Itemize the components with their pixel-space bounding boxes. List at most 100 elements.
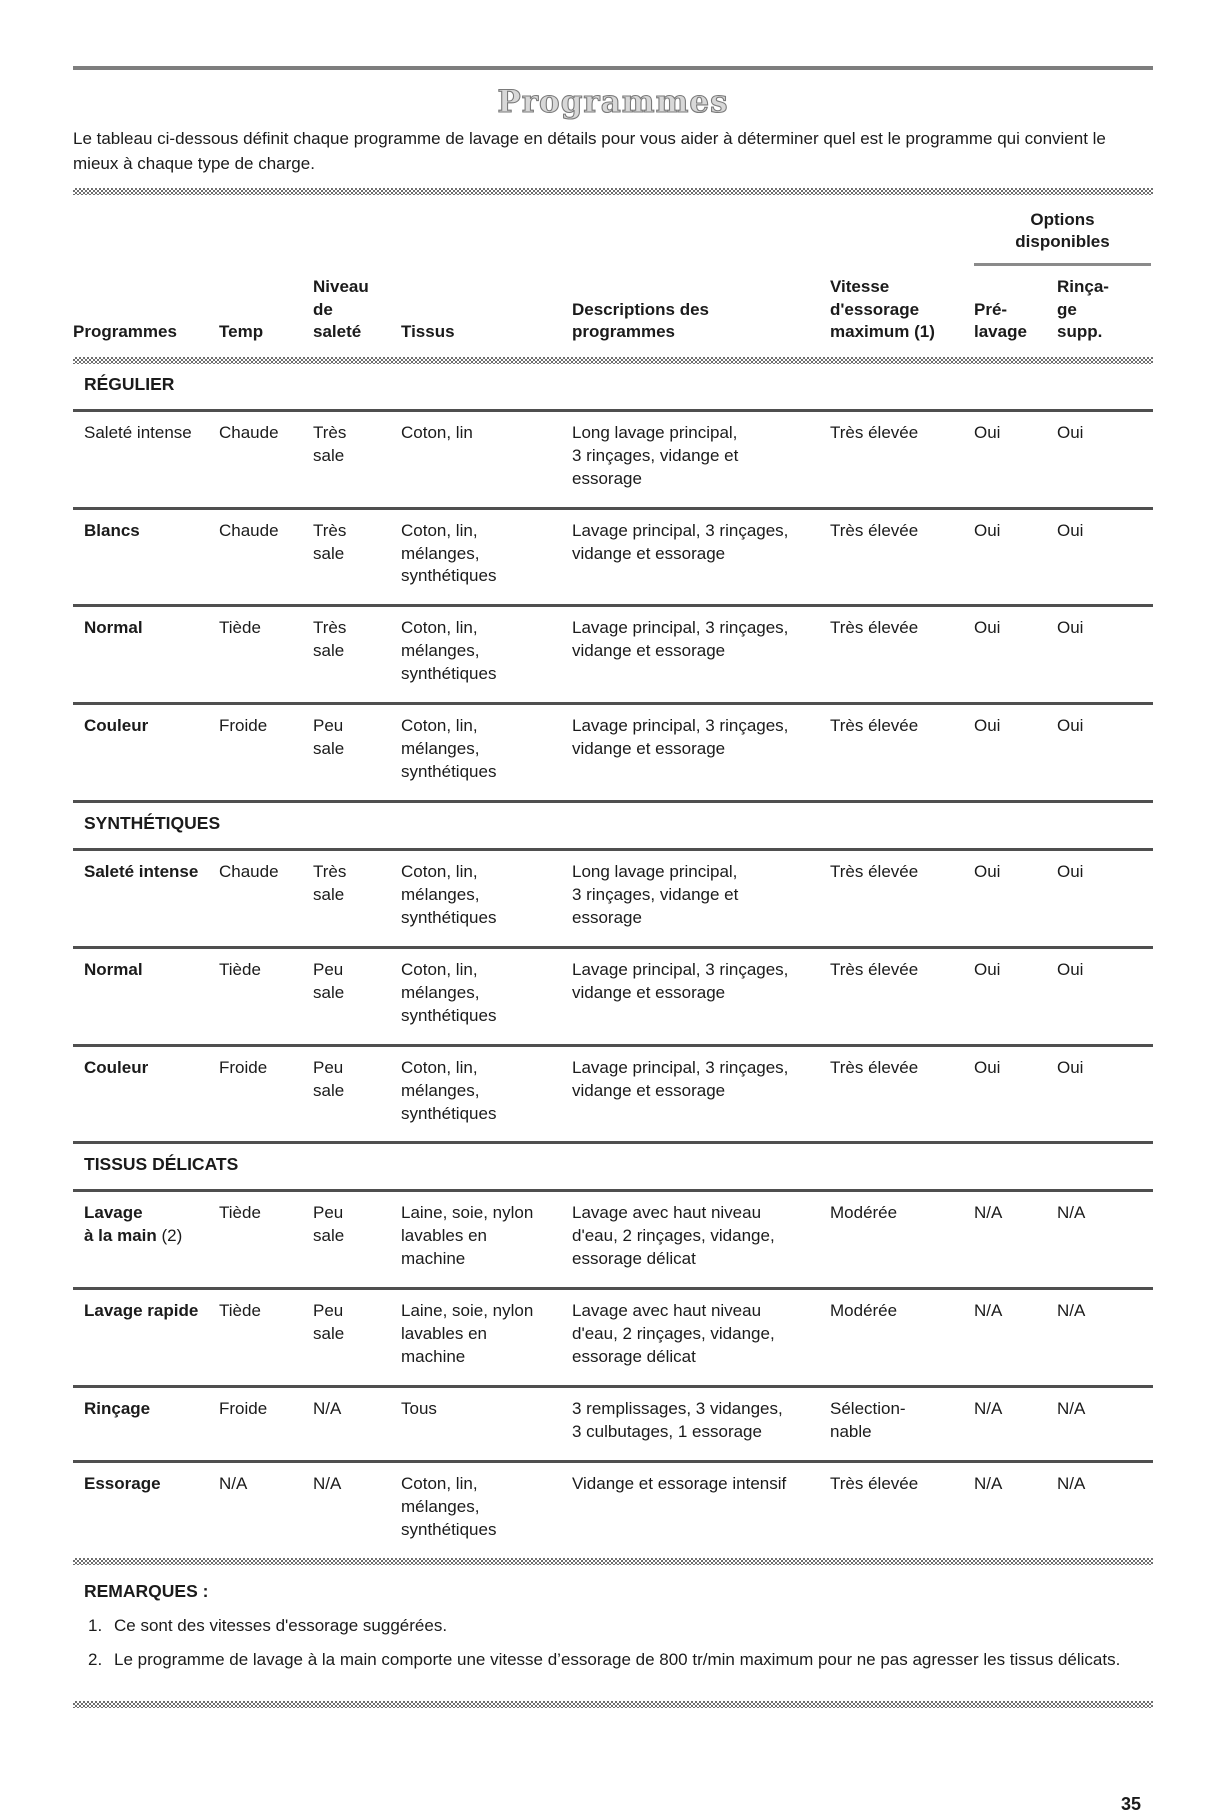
cell-fabrics: Laine, soie, nylon lavables en machine	[401, 1203, 534, 1269]
cell-extra-rinse: N/A	[1057, 1473, 1086, 1493]
remark-item: 1. Ce sont des vitesses d'essorage suggé…	[73, 1614, 1153, 1639]
cell-description: Vidange et essorage intensif	[572, 1473, 787, 1493]
cell-spin-speed: Sélection- nable	[830, 1399, 906, 1441]
cell-program: Essorage	[73, 1473, 219, 1542]
cell-temp: Chaude	[219, 520, 279, 540]
cell-program: Blancs	[73, 520, 219, 589]
cell-spin-speed: Très élevée	[830, 1057, 919, 1077]
table-row: Essorage N/A N/A Coton, lin, mélanges, s…	[73, 1463, 1153, 1558]
cell-temp: Froide	[219, 716, 268, 736]
cell-prewash: N/A	[974, 1203, 1003, 1223]
cell-program: Rinçage	[73, 1398, 219, 1444]
program-name: Lavage à la main	[84, 1203, 157, 1246]
cell-soil-level: Peu sale	[313, 1203, 345, 1246]
cell-fabrics: Coton, lin, mélanges, synthétiques	[401, 1057, 497, 1123]
options-group-label: Options disponibles	[974, 209, 1151, 267]
program-name: Couleur	[84, 716, 149, 736]
cell-extra-rinse: N/A	[1057, 1301, 1086, 1321]
column-header-vitesse-essorage: Vitesse d'essorage maximum (1)	[830, 277, 935, 341]
cell-prewash: N/A	[974, 1301, 1003, 1321]
cell-fabrics: Laine, soie, nylon lavables en machine	[401, 1301, 534, 1367]
cell-spin-speed: Modérée	[830, 1301, 898, 1321]
cell-fabrics: Tous	[401, 1399, 437, 1419]
cell-extra-rinse: Oui	[1057, 520, 1084, 540]
page: Programmes Le tableau ci-dessous définit…	[73, 66, 1153, 1814]
cell-soil-level: N/A	[313, 1473, 342, 1493]
cell-program: Normal	[73, 617, 219, 686]
cell-temp: Froide	[219, 1057, 268, 1077]
column-header-rincage-supp: Rinça- ge supp.	[1057, 277, 1109, 341]
cell-extra-rinse: Oui	[1057, 716, 1084, 736]
cell-description: Lavage principal, 3 rinçages, vidange et…	[572, 520, 789, 563]
cell-soil-level: Très sale	[313, 422, 347, 465]
page-title: Programmes	[497, 83, 729, 120]
column-header-tissus: Tissus	[401, 321, 455, 341]
cell-soil-level: N/A	[313, 1399, 342, 1419]
cell-temp: Froide	[219, 1399, 268, 1419]
program-name: Essorage	[84, 1473, 161, 1493]
remarks-section: REMARQUES : 1. Ce sont des vitesses d'es…	[73, 1565, 1153, 1701]
cell-soil-level: Très sale	[313, 618, 347, 661]
program-name: Saleté intense	[84, 862, 199, 881]
program-name-suffix: (2)	[156, 1226, 183, 1246]
cell-prewash: Oui	[974, 422, 1001, 442]
cell-program: Couleur	[73, 1057, 219, 1126]
cell-temp: Tiède	[219, 618, 261, 638]
cell-soil-level: Très sale	[313, 520, 347, 563]
cell-temp: Chaude	[219, 422, 279, 442]
cell-fabrics: Coton, lin, mélanges, synthétiques	[401, 618, 497, 684]
divider-band	[73, 1557, 1153, 1565]
cell-extra-rinse: N/A	[1057, 1203, 1086, 1223]
cell-spin-speed: Très élevée	[830, 862, 919, 881]
cell-fabrics: Coton, lin, mélanges, synthétiques	[401, 716, 497, 782]
cell-prewash: N/A	[974, 1399, 1003, 1419]
cell-prewash: Oui	[974, 520, 1001, 540]
column-header-prelavage: Pré- lavage	[974, 299, 1027, 341]
cell-fabrics: Coton, lin, mélanges, synthétiques	[401, 959, 497, 1025]
cell-fabrics: Coton, lin, mélanges, synthétiques	[401, 1473, 497, 1539]
cell-spin-speed: Très élevée	[830, 1473, 919, 1493]
cell-extra-rinse: Oui	[1057, 862, 1084, 881]
divider-band	[73, 188, 1153, 196]
cell-temp: Tiède	[219, 959, 261, 979]
section-title-tissus-delicats: TISSUS DÉLICATS	[73, 1144, 1153, 1193]
cell-temp: Tiède	[219, 1301, 261, 1321]
divider-band	[73, 356, 1153, 364]
cell-program: Saleté intense	[73, 861, 219, 930]
cell-spin-speed: Très élevée	[830, 422, 919, 442]
table-row: Saleté intense Chaude Très sale Coton, l…	[73, 851, 1153, 949]
cell-fabrics: Coton, lin, mélanges, synthétiques	[401, 520, 497, 586]
cell-temp: Tiède	[219, 1203, 261, 1223]
remark-number: 1.	[88, 1615, 103, 1635]
cell-fabrics: Coton, lin	[401, 422, 473, 442]
cell-soil-level: Peu sale	[313, 716, 345, 759]
cell-soil-level: Très sale	[313, 862, 347, 904]
cell-extra-rinse: N/A	[1057, 1399, 1086, 1419]
cell-extra-rinse: Oui	[1057, 1057, 1084, 1077]
intro-text: Le tableau ci-dessous définit chaque pro…	[73, 129, 1106, 173]
remark-text: Le programme de lavage à la main comport…	[114, 1650, 1121, 1670]
program-name: Normal	[84, 618, 143, 638]
cell-program: Saleté intense	[73, 422, 219, 491]
cell-soil-level: Peu sale	[313, 1057, 345, 1100]
table-row: Rinçage Froide N/A Tous 3 remplissages, …	[73, 1388, 1153, 1463]
column-header-niveau-de-salete: Niveau de saleté	[313, 277, 369, 341]
table-header: Options disponibles Programmes Temp Nive…	[73, 195, 1153, 356]
cell-prewash: N/A	[974, 1473, 1003, 1493]
programs-table: RÉGULIER Saleté intense Chaude Très sale…	[73, 364, 1153, 1558]
column-header-descriptions: Descriptions des programmes	[572, 299, 709, 341]
table-row: Normal Tiède Très sale Coton, lin, mélan…	[73, 607, 1153, 706]
table-row: Saleté intense Chaude Très sale Coton, l…	[73, 412, 1153, 510]
remark-text: Ce sont des vitesses d'essorage suggérée…	[114, 1615, 448, 1635]
cell-description: Lavage principal, 3 rinçages, vidange et…	[572, 1057, 789, 1100]
cell-spin-speed: Modérée	[830, 1203, 898, 1223]
column-header-programmes: Programmes	[73, 321, 177, 341]
program-name: Blancs	[84, 520, 140, 540]
table-row: Couleur Froide Peu sale Coton, lin, méla…	[73, 1047, 1153, 1145]
table-row: Couleur Froide Peu sale Coton, lin, méla…	[73, 705, 1153, 803]
cell-program: Lavage à la main (2)	[73, 1202, 219, 1271]
cell-extra-rinse: Oui	[1057, 959, 1084, 979]
cell-description: Lavage avec haut niveau d'eau, 2 rinçage…	[572, 1301, 775, 1367]
cell-spin-speed: Très élevée	[830, 716, 919, 736]
cell-soil-level: Peu sale	[313, 959, 345, 1002]
